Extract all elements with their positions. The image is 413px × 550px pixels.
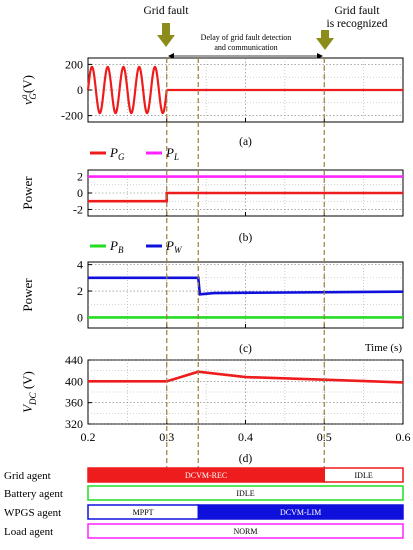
panel-1: 200 0 -200 vaG(V) (a): [19, 57, 404, 148]
agent-mode-label: IDLE: [236, 489, 254, 498]
recognized-arrow: [316, 30, 334, 50]
fault-annotations: Grid fault Grid fault is recognized Dela…: [143, 5, 388, 59]
y-axis-label-main: v: [20, 99, 35, 105]
y-axis-label-unit: (V): [20, 75, 35, 93]
series-line-P_W: [88, 276, 404, 296]
agent-row: Battery agent IDLE: [4, 485, 404, 501]
legend-label: PL: [165, 145, 179, 162]
y-tick-label: 320: [65, 417, 83, 431]
agent-name: Battery agent: [4, 488, 63, 500]
agent-mode-label: IDLE: [355, 471, 373, 480]
agent-name: Load agent: [4, 526, 53, 538]
series-line: [86, 65, 168, 115]
y-tick-label: 2: [77, 170, 83, 184]
y-tick-label: 360: [65, 396, 83, 410]
y-tick-label: 2: [77, 284, 83, 298]
y-axis-label-main: V: [20, 403, 35, 413]
agent-mode-label: NORM: [233, 527, 257, 536]
y-tick-label: 0: [77, 310, 83, 324]
legend-label: PW: [165, 238, 183, 255]
x-tick-label: 0.6: [396, 430, 411, 444]
y-axis-label-sub: DC: [28, 391, 38, 405]
agent-row: Load agent NORM: [4, 523, 404, 539]
agent-mode-label: DCVM-LIM: [280, 508, 321, 517]
series-line-V_DC: [88, 370, 404, 384]
agent-mode-label: MPPT: [133, 508, 154, 517]
panel-2: 2 0 -2 Power PG PL (b): [20, 145, 404, 244]
y-tick-label: 0: [77, 83, 83, 97]
y-tick-label: -2: [73, 202, 83, 216]
y-axis-label-sub: G: [28, 93, 38, 100]
agent-timelines: Grid agent DCVM-REC IDLE Battery agent IDLE W…: [4, 467, 404, 539]
legend-label: PB: [109, 238, 124, 255]
x-tick-label: 0.4: [238, 430, 253, 444]
panel-caption: (b): [239, 232, 253, 244]
legend-label: PG: [109, 145, 125, 162]
agent-row: Grid agent DCVM-REC IDLE: [4, 467, 404, 483]
agent-mode-bar: [197, 504, 404, 520]
agent-mode-label: DCVM-REC: [185, 471, 227, 480]
agent-name: WPGS agent: [4, 507, 61, 519]
delay-label-line1: Delay of grid fault detection: [201, 33, 292, 42]
y-axis-label: Power: [20, 176, 35, 210]
y-axis-label: Power: [20, 278, 35, 312]
y-tick-label: 200: [65, 57, 83, 71]
event-lines: [166, 58, 325, 468]
y-axis-label-unit: (V): [20, 371, 35, 392]
y-tick-label: 400: [65, 374, 83, 388]
x-tick-label: 0.2: [81, 430, 96, 444]
agent-name: Grid agent: [4, 470, 51, 482]
y-axis-label: VDC (V): [20, 371, 38, 413]
y-axis-label-sup: a: [19, 94, 29, 99]
recognized-label-line2: is recognized: [327, 18, 388, 30]
panel-3: 4 2 0 Power PB PW (c): [20, 238, 404, 355]
panel-caption: (a): [239, 136, 252, 148]
panel-caption: (c): [239, 343, 252, 355]
y-tick-label: 4: [77, 258, 83, 272]
grid-fault-label: Grid fault: [143, 5, 189, 17]
delay-label-line2: and communication: [214, 43, 277, 52]
y-tick-label: 440: [65, 353, 83, 367]
grid-fault-arrow: [157, 23, 175, 47]
y-tick-label: 0: [77, 186, 83, 200]
agent-mode-bar: [323, 467, 404, 483]
y-axis-label: vaG(V): [19, 75, 38, 105]
y-tick-label: -200: [61, 109, 83, 123]
agent-mode-bar: [87, 485, 404, 501]
agent-row: WPGS agent MPPT DCVM-LIM: [4, 504, 404, 520]
recognized-label-line1: Grid fault: [334, 5, 380, 17]
x-axis-label: Time (s): [365, 342, 403, 354]
agent-mode-bar: [87, 523, 404, 539]
panel-caption: (d): [239, 453, 253, 465]
